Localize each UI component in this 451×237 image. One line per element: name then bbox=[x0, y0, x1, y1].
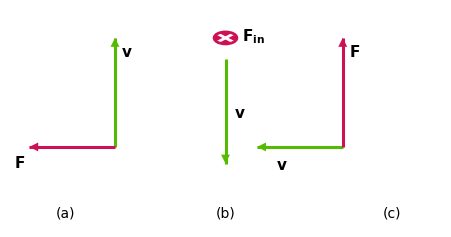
Text: v: v bbox=[122, 45, 132, 60]
Text: F: F bbox=[350, 45, 360, 60]
Text: v: v bbox=[277, 158, 287, 173]
Text: v: v bbox=[235, 106, 244, 121]
Text: F: F bbox=[15, 156, 26, 171]
Circle shape bbox=[214, 32, 237, 44]
Text: $\mathbf{F}_{\mathbf{in}}$: $\mathbf{F}_{\mathbf{in}}$ bbox=[242, 27, 265, 46]
Text: (c): (c) bbox=[383, 206, 402, 220]
Text: (b): (b) bbox=[216, 206, 235, 220]
Text: (a): (a) bbox=[55, 206, 75, 220]
